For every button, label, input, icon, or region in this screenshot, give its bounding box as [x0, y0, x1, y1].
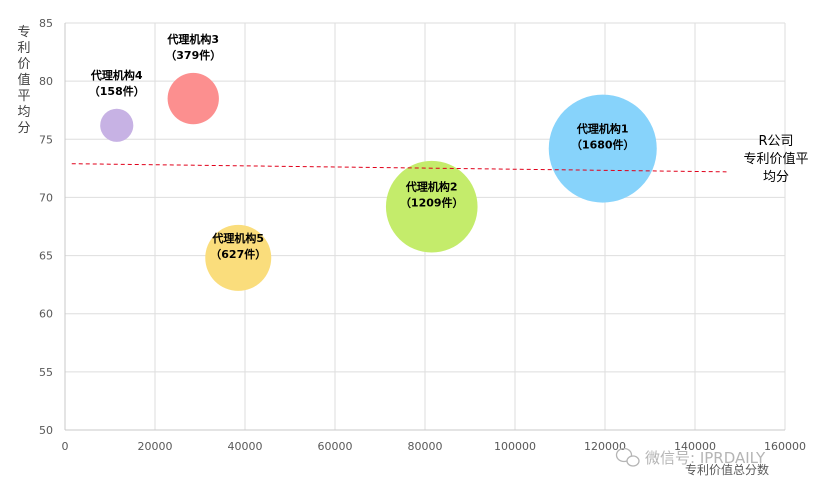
y-tick-label: 55 [39, 366, 53, 379]
bubble-label: 代理机构4 [90, 68, 143, 82]
bubble [385, 160, 478, 253]
bubble-count-label: （1209件） [400, 196, 464, 210]
y-tick-label: 70 [39, 191, 53, 204]
x-tick-label: 20000 [138, 440, 173, 453]
y-tick-label: 85 [39, 17, 53, 30]
reference-annotation-line: R公司 [758, 134, 793, 149]
y-axis-title-char: 价 [17, 57, 30, 72]
bubble [205, 224, 272, 291]
bubble [167, 72, 219, 125]
x-tick-label: 140000 [674, 440, 716, 453]
x-tick-label: 40000 [228, 440, 263, 453]
y-axis-title-char: 平 [17, 89, 30, 104]
x-tick-labels: 0 20000 40000 60000 80000 100000 120000 140000 1… [62, 440, 807, 453]
x-tick-label: 120000 [584, 440, 626, 453]
bubble-label: 代理机构5 [211, 231, 264, 245]
y-tick-label: 60 [39, 308, 53, 321]
bubble-count-label: （1680件） [571, 138, 635, 152]
y-tick-label: 50 [39, 424, 53, 437]
x-tick-label: 0 [62, 440, 69, 453]
reference-annotation-line: 均分 [763, 170, 789, 185]
bubble-label: 代理机构1 [576, 122, 629, 136]
y-tick-label: 75 [39, 133, 53, 146]
x-tick-label: 60000 [318, 440, 353, 453]
bubble-count-label: （379件） [165, 48, 221, 62]
y-axis-title-char: 利 [17, 41, 30, 56]
y-axis-title-char: 专 [17, 25, 30, 40]
y-tick-label: 80 [39, 75, 53, 88]
y-tick-labels: 50 55 60 65 70 75 80 85 [39, 17, 53, 437]
x-axis-title: 专利价值总分数 [685, 462, 769, 477]
x-tick-label: 160000 [764, 440, 806, 453]
y-tick-label: 65 [39, 250, 53, 263]
bubble-count-label: （158件） [89, 84, 145, 98]
y-axis-title-char: 值 [17, 72, 30, 88]
x-tick-label: 100000 [494, 440, 536, 453]
reference-annotation-line: 专利价值平 [743, 151, 808, 167]
bubble-label: 代理机构2 [405, 180, 458, 194]
bubble-label: 代理机构3 [166, 32, 219, 46]
bubble-count-label: （627件） [210, 247, 266, 261]
bubble [100, 108, 134, 142]
bubbles: 代理机构1 （1680件） 代理机构2 （1209件） 代理机构3 （379件） 代理机构4… [89, 32, 657, 291]
watermark: 微信号: IPRDAILY [615, 447, 766, 467]
wechat-icon [615, 447, 640, 467]
y-axis-title-char: 分 [17, 121, 30, 136]
x-tick-label: 80000 [408, 440, 443, 453]
axes [64, 23, 785, 431]
y-axis-title-char: 均 [17, 105, 30, 120]
watermark-text: 微信号: IPRDAILY [645, 449, 766, 467]
bubble [548, 94, 657, 203]
